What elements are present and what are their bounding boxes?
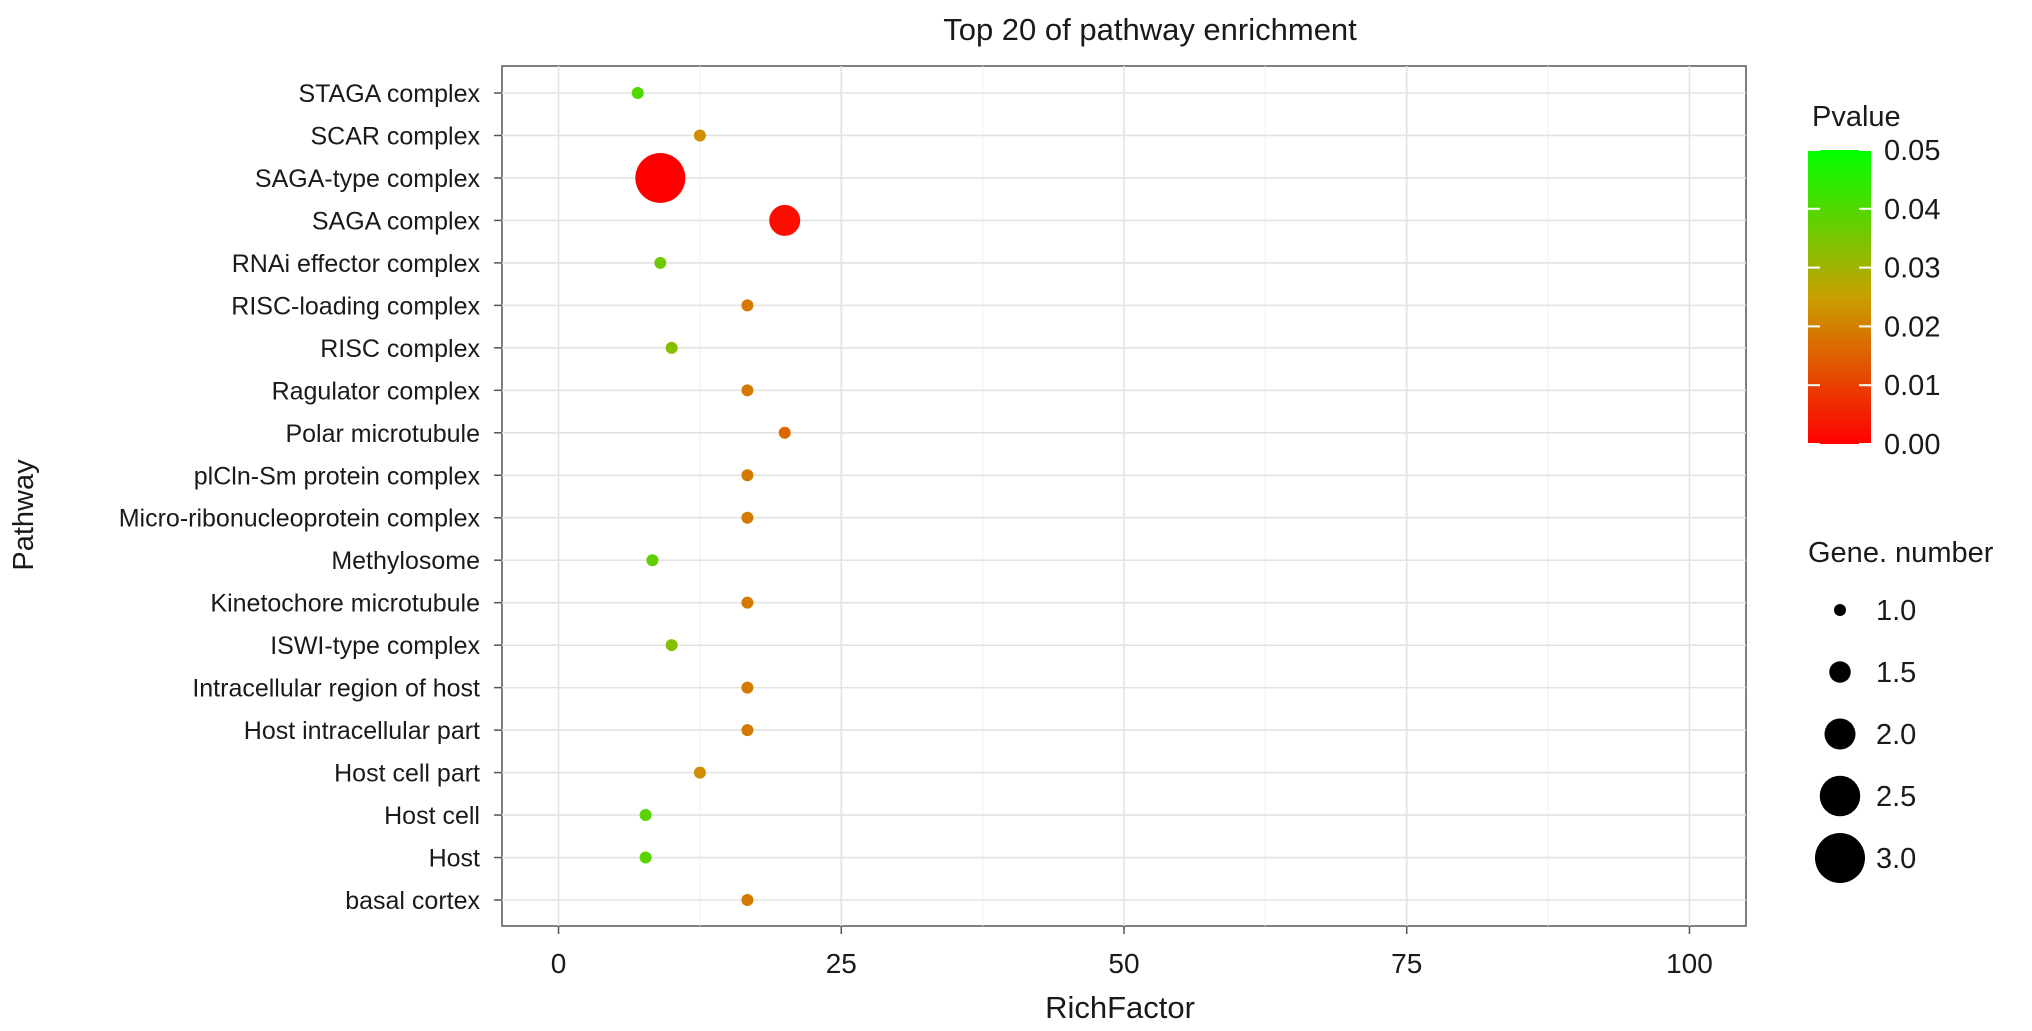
data-point bbox=[693, 766, 706, 779]
data-point bbox=[639, 851, 652, 864]
data-point bbox=[631, 87, 644, 99]
x-tick-label: 50 bbox=[1108, 948, 1139, 979]
size-legend-label: 2.0 bbox=[1876, 719, 1916, 751]
size-legend-key bbox=[1819, 775, 1861, 817]
y-tick-label: basal cortex bbox=[345, 887, 480, 915]
data-point bbox=[665, 341, 678, 354]
x-tick-label: 25 bbox=[826, 948, 857, 979]
data-point bbox=[741, 724, 754, 737]
data-point bbox=[665, 639, 678, 652]
size-legend-label: 2.5 bbox=[1876, 781, 1916, 813]
chart-title: Top 20 of pathway enrichment bbox=[943, 12, 1357, 47]
data-points bbox=[631, 87, 801, 906]
y-tick-label: SAGA-type complex bbox=[255, 165, 481, 193]
size-legend-label: 3.0 bbox=[1876, 843, 1916, 875]
data-point bbox=[654, 256, 667, 269]
y-tick-label: SCAR complex bbox=[311, 122, 481, 150]
color-scale-label: 0.02 bbox=[1884, 311, 1940, 343]
y-axis-tick-labels: STAGA complex SCAR complex SAGA-type compl… bbox=[119, 80, 502, 915]
grid-lines bbox=[502, 66, 1746, 926]
color-scale-bar bbox=[1808, 150, 1871, 444]
y-tick-label: Host intracellular part bbox=[244, 717, 480, 745]
color-scale-label: 0.05 bbox=[1884, 135, 1940, 167]
data-point bbox=[646, 554, 659, 567]
data-point bbox=[635, 152, 686, 203]
size-legend-key bbox=[1824, 718, 1856, 750]
x-tick-label: 100 bbox=[1666, 948, 1713, 979]
x-axis-tick-labels: 0 25 50 75 100 bbox=[551, 926, 1713, 979]
size-legend-title: Gene. number bbox=[1808, 537, 1994, 569]
y-tick-label: STAGA complex bbox=[298, 80, 480, 108]
size-legend-label: 1.0 bbox=[1876, 595, 1916, 627]
size-legend-key bbox=[1815, 833, 1865, 883]
y-tick-label: Ragulator complex bbox=[272, 377, 481, 405]
y-tick-label: Micro-ribonucleoprotein complex bbox=[119, 505, 481, 533]
y-tick-label: Polar microtubule bbox=[285, 420, 480, 448]
data-point bbox=[778, 426, 791, 439]
data-point bbox=[639, 809, 652, 822]
y-tick-label: plCln-Sm protein complex bbox=[194, 462, 481, 490]
y-tick-label: Host cell bbox=[384, 802, 480, 830]
color-scale-label: 0.03 bbox=[1884, 253, 1940, 285]
y-tick-label: Kinetochore microtubule bbox=[210, 590, 480, 618]
x-axis-title: RichFactor bbox=[1045, 990, 1195, 1025]
y-tick-label: Methylosome bbox=[331, 547, 480, 575]
y-axis-title: Pathway bbox=[8, 459, 40, 571]
color-scale-label: 0.01 bbox=[1884, 370, 1940, 402]
x-tick-label: 75 bbox=[1391, 948, 1422, 979]
size-legend-key bbox=[1829, 661, 1851, 683]
data-point bbox=[769, 204, 801, 236]
y-tick-label: Host cell part bbox=[334, 760, 480, 788]
data-point bbox=[741, 894, 754, 906]
size-legend-key bbox=[1834, 604, 1846, 616]
y-tick-label: RISC complex bbox=[320, 335, 480, 363]
y-tick-label: Intracellular region of host bbox=[192, 675, 480, 703]
data-point bbox=[741, 596, 754, 609]
data-point bbox=[741, 511, 754, 524]
color-legend-title: Pvalue bbox=[1812, 101, 1901, 133]
data-point bbox=[693, 129, 706, 142]
gene-number-size-legend: Gene. number 1.0 1.5 2.0 2.5 3.0 bbox=[1808, 537, 1994, 883]
y-tick-label: RISC-loading complex bbox=[231, 292, 480, 320]
size-legend-label: 1.5 bbox=[1876, 657, 1916, 689]
y-tick-label: SAGA complex bbox=[312, 207, 481, 235]
data-point bbox=[741, 469, 754, 482]
data-point bbox=[741, 681, 754, 694]
y-tick-label: ISWI-type complex bbox=[270, 632, 480, 660]
y-tick-label: Host bbox=[429, 845, 480, 873]
y-tick-label: RNAi effector complex bbox=[232, 250, 481, 278]
color-scale-label: 0.04 bbox=[1884, 194, 1940, 226]
color-scale-label: 0.00 bbox=[1884, 429, 1940, 461]
data-point bbox=[741, 299, 754, 312]
x-tick-label: 0 bbox=[551, 948, 567, 979]
data-point bbox=[741, 384, 754, 397]
